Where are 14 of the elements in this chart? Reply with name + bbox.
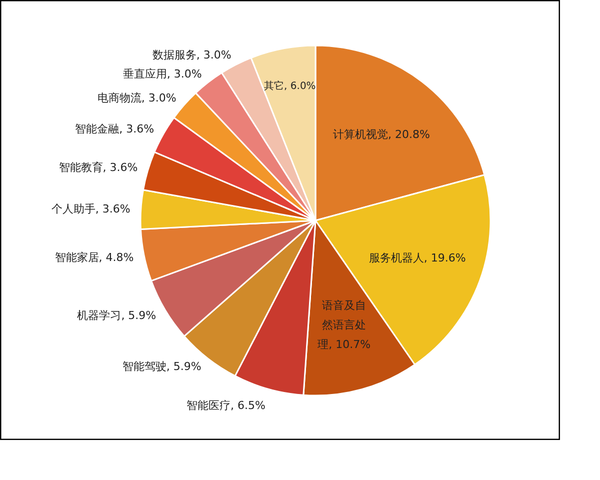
slice-label: 智能医疗, 6.5% [186,399,266,412]
slice-label: 服务机器人, 19.6% [368,251,466,264]
slice-label: 计算机视觉, 20.8% [332,128,430,141]
slice-label: 其它, 6.0% [264,80,316,92]
slice-label: 机器学习, 5.9% [77,308,156,322]
slice-label: 智能金融, 3.6% [75,122,154,136]
slice-label: 智能家居, 4.8% [54,251,134,264]
slice-label: 垂直应用, 3.0% [122,67,202,80]
slice-label: 智能驾驶, 5.9% [122,360,202,374]
slice-label: 电商物流, 3.0% [97,91,176,104]
slice-label: 数据服务, 3.0% [152,48,232,62]
slice-label: 个人助手, 3.6% [51,202,130,216]
slice-label: 语音及自然语言处理, 10.7% [318,299,371,352]
slice-label: 智能教育, 3.6% [58,161,138,174]
